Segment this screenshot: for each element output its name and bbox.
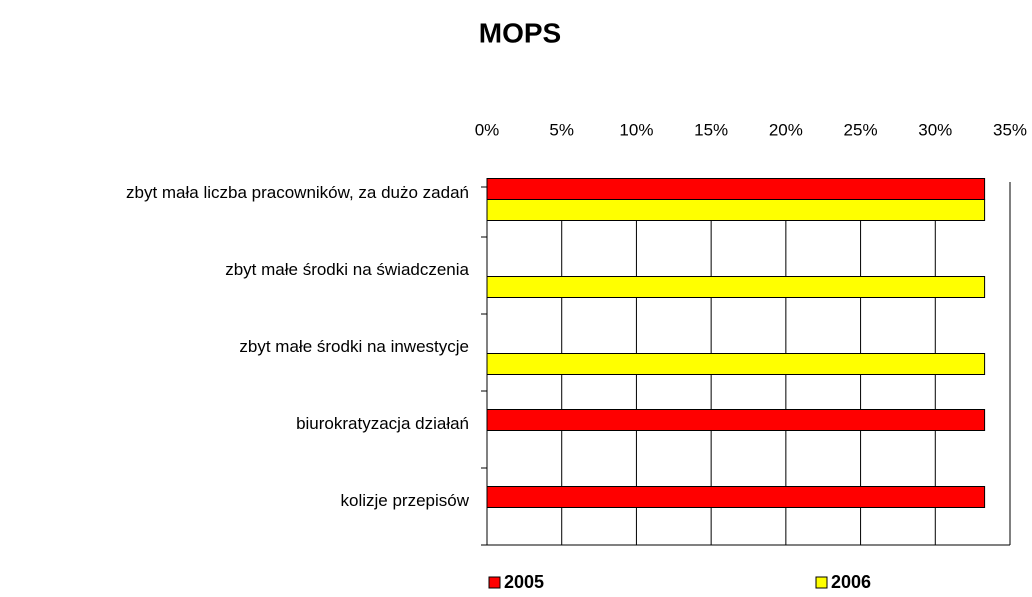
x-tick-label: 0% xyxy=(475,120,500,139)
bar xyxy=(486,409,986,431)
y-tick-label: zbyt małe środki na świadczenia xyxy=(225,260,469,279)
legend-label: 2006 xyxy=(831,572,871,592)
y-tick-label: zbyt małe środki na inwestycje xyxy=(239,337,469,356)
bar xyxy=(486,486,986,508)
x-tick-label: 20% xyxy=(769,120,803,139)
y-tick-label: biurokratyzacja działań xyxy=(296,414,469,433)
x-tick-label: 30% xyxy=(918,120,952,139)
x-tick-label: 10% xyxy=(619,120,653,139)
legend-swatch xyxy=(815,576,828,589)
bar xyxy=(486,353,986,375)
x-tick-label: 25% xyxy=(844,120,878,139)
legend-swatch xyxy=(488,576,501,589)
chart-title: MOPS xyxy=(479,17,561,48)
y-tick-label: kolizje przepisów xyxy=(341,491,470,510)
bar xyxy=(486,178,986,200)
x-tick-label: 5% xyxy=(549,120,574,139)
bar xyxy=(486,199,986,221)
y-tick-label: zbyt mała liczba pracowników, za dużo za… xyxy=(126,183,469,202)
legend-label: 2005 xyxy=(504,572,544,592)
x-tick-label: 15% xyxy=(694,120,728,139)
bar xyxy=(486,276,986,298)
x-tick-label: 35% xyxy=(993,120,1027,139)
